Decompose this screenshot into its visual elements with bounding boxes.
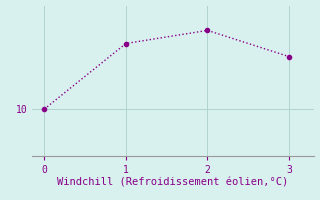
X-axis label: Windchill (Refroidissement éolien,°C): Windchill (Refroidissement éolien,°C) <box>57 178 288 188</box>
